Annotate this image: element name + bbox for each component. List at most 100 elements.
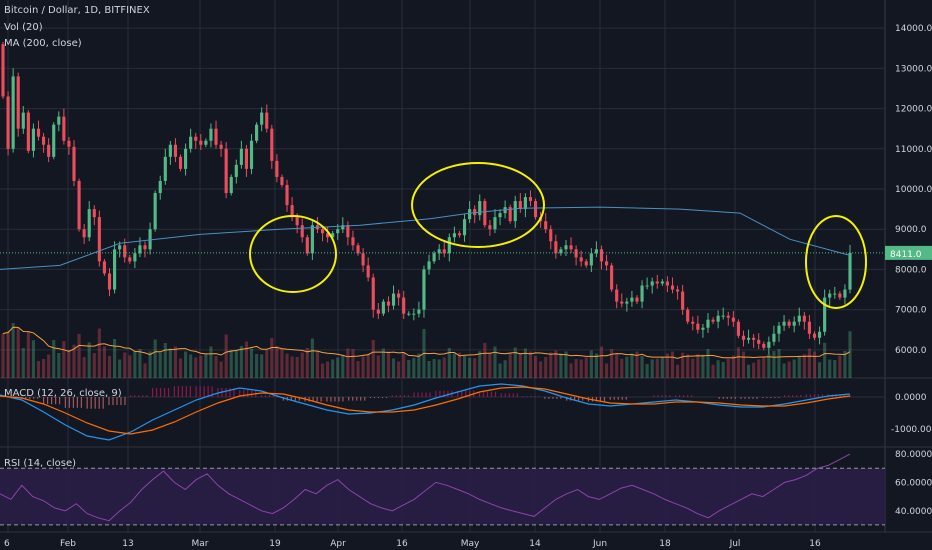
volume-bar xyxy=(234,350,238,378)
volume-bar xyxy=(802,354,806,378)
volume-bar xyxy=(442,357,446,378)
candle-body xyxy=(437,249,441,254)
candle-body xyxy=(468,209,472,220)
volume-bar xyxy=(462,356,467,378)
volume-bar xyxy=(173,346,178,378)
volume-bar xyxy=(42,359,46,378)
volume-bar xyxy=(148,351,152,378)
volume-bar xyxy=(102,346,107,378)
candle-body xyxy=(6,96,10,149)
candle-body xyxy=(620,301,624,304)
candle-body xyxy=(16,76,20,129)
volume-bar xyxy=(731,355,735,378)
volume-bar xyxy=(655,358,659,378)
volume-bar xyxy=(569,363,573,378)
candle-body xyxy=(675,289,680,292)
candle-body xyxy=(741,335,746,340)
volume-bar xyxy=(579,359,583,378)
volume-bar xyxy=(31,340,36,378)
volume-bar xyxy=(6,331,10,378)
volume-bar xyxy=(610,349,614,378)
candle-body xyxy=(544,221,548,230)
candle-body xyxy=(341,225,345,230)
candle-body xyxy=(381,301,385,314)
volume-bar xyxy=(452,353,456,378)
volume-bar xyxy=(36,361,41,378)
candle-body xyxy=(260,112,264,125)
volume-bar xyxy=(696,354,700,378)
candle-body xyxy=(275,160,279,177)
candle-body xyxy=(686,309,690,322)
candle-body xyxy=(772,333,776,342)
candle-body xyxy=(356,245,360,254)
candle-body xyxy=(493,217,497,230)
candle-body xyxy=(843,289,847,298)
volume-bar xyxy=(533,356,538,378)
volume-bar xyxy=(300,352,304,378)
volume-bar xyxy=(62,341,66,378)
current-price-value: 8411.0 xyxy=(890,250,922,260)
volume-bar xyxy=(123,352,127,378)
candle-body xyxy=(336,229,340,234)
volume-bar xyxy=(772,351,776,378)
candle-body xyxy=(584,261,588,266)
candle-body xyxy=(604,261,609,266)
time-axis-label: 16 xyxy=(809,539,821,549)
volume-bar xyxy=(574,359,578,378)
volume-bar xyxy=(229,350,233,378)
volume-bar xyxy=(762,357,766,378)
candle-body xyxy=(483,201,487,226)
candle-body xyxy=(752,337,756,340)
volume-bar xyxy=(255,354,259,378)
candle-body xyxy=(67,140,71,147)
candle-body xyxy=(320,229,325,234)
candle-body xyxy=(523,197,527,210)
volume-bar xyxy=(412,358,416,378)
volume-bar xyxy=(219,361,223,378)
volume-bar xyxy=(432,359,436,378)
volume-bar xyxy=(204,353,208,378)
volume-bar xyxy=(508,353,512,378)
candle-body xyxy=(635,297,639,302)
volume-bar xyxy=(1,333,5,378)
volume-bar xyxy=(168,348,172,378)
volume-bar xyxy=(386,351,391,378)
candle-body xyxy=(82,229,86,238)
volume-bar xyxy=(812,351,817,378)
volume-bar xyxy=(564,351,568,378)
volume-bar xyxy=(549,352,553,378)
volume-bar xyxy=(721,362,725,378)
candle-body xyxy=(21,112,25,129)
candle-body xyxy=(457,233,462,236)
volume-bar xyxy=(199,355,203,378)
candle-body xyxy=(153,193,157,230)
volume-bar xyxy=(539,361,543,378)
candle-body xyxy=(640,285,644,302)
volume-bar xyxy=(848,331,852,378)
candle-body xyxy=(371,277,375,310)
volume-bar xyxy=(381,348,385,378)
candle-body xyxy=(113,249,117,290)
candle-body xyxy=(478,201,482,216)
volume-bar xyxy=(249,348,254,378)
volume-bar xyxy=(589,350,593,378)
candle-body xyxy=(452,233,456,238)
time-axis-label: Jul xyxy=(729,539,741,549)
volume-bar xyxy=(544,357,548,378)
candle-body xyxy=(36,128,41,137)
volume-bar xyxy=(498,363,502,378)
candle-body xyxy=(812,333,817,338)
volume-bar xyxy=(468,357,472,378)
volume-bar xyxy=(133,351,137,378)
volume-bar xyxy=(118,359,122,378)
volume-bar xyxy=(153,339,157,378)
volume-bar xyxy=(518,353,522,378)
volume-bar xyxy=(447,348,451,378)
volume-bar xyxy=(72,344,76,378)
price-tick-label: 7000.0 xyxy=(895,306,927,316)
volume-bar xyxy=(275,346,279,378)
candle-body xyxy=(782,321,786,326)
candle-body xyxy=(351,237,355,246)
